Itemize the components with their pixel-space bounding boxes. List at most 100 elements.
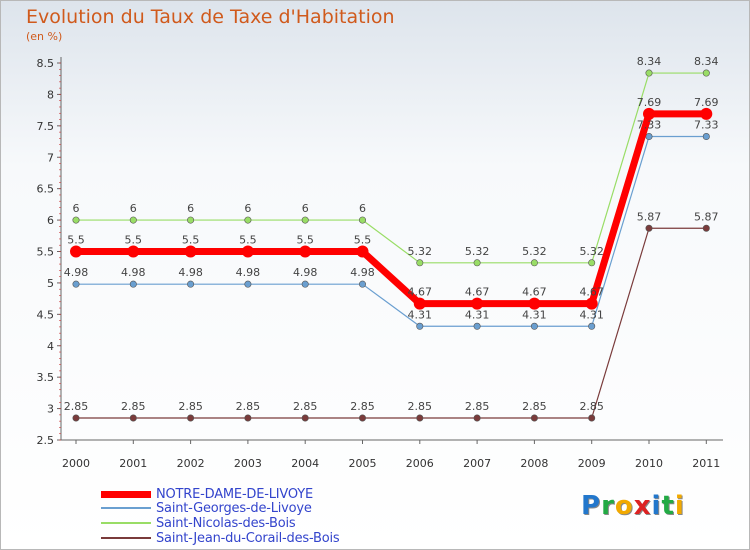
- data-label: 7.69: [637, 96, 662, 109]
- data-label: 5.5: [182, 234, 200, 247]
- series-line-1: [76, 135, 707, 327]
- data-label: 4.98: [236, 266, 261, 279]
- data-point: [301, 216, 309, 224]
- data-point: [588, 414, 596, 422]
- legend-item-saint-jean-du-corail-des-bois: Saint-Jean-du-Corail-des-Bois: [101, 530, 340, 546]
- chart-title: Evolution du Taux de Taxe d'Habitation: [26, 6, 395, 28]
- logo-letter: P: [581, 491, 602, 521]
- data-label: 2.85: [408, 400, 433, 413]
- data-label: 5.32: [465, 245, 490, 258]
- data-point: [244, 280, 252, 288]
- logo-letter: i: [674, 491, 685, 521]
- data-label: 4.31: [408, 308, 433, 321]
- data-point: [70, 245, 82, 258]
- data-point: [473, 414, 481, 422]
- logo-letter: o: [614, 491, 634, 521]
- data-point: [72, 216, 80, 224]
- y-tick-label: 8.5: [37, 57, 55, 70]
- data-point: [530, 322, 538, 330]
- data-label: 2.85: [64, 400, 89, 413]
- data-point: [244, 414, 252, 422]
- data-point: [585, 297, 598, 310]
- data-point: [184, 245, 197, 258]
- y-tick-label: 4.5: [37, 308, 55, 321]
- data-label: 5.87: [637, 210, 662, 223]
- data-point: [645, 224, 653, 232]
- y-tick-label: 8: [47, 88, 54, 101]
- data-point: [530, 259, 538, 267]
- y-tick-label: 7: [47, 151, 54, 164]
- x-tick-label: 2004: [291, 457, 319, 470]
- data-point: [187, 280, 195, 288]
- data-label: 7.33: [694, 119, 719, 132]
- data-point: [127, 245, 140, 258]
- data-point: [129, 216, 137, 224]
- x-tick-label: 2005: [349, 457, 377, 470]
- data-label: 4.31: [465, 308, 490, 321]
- data-label: 2.85: [350, 400, 375, 413]
- data-point: [702, 133, 710, 141]
- data-label: 6: [187, 202, 194, 215]
- data-point: [416, 414, 424, 422]
- data-label: 4.98: [178, 266, 203, 279]
- data-label: 6: [244, 202, 251, 215]
- data-label: 4.31: [522, 308, 547, 321]
- data-label: 2.85: [178, 400, 203, 413]
- x-tick-label: 2011: [692, 457, 720, 470]
- data-point: [643, 107, 655, 120]
- y-tick-label: 3: [47, 403, 54, 416]
- legend-item-saint-georges-de-livoye: Saint-Georges-de-Livoye: [101, 500, 312, 516]
- x-tick-label: 2008: [520, 457, 548, 470]
- y-tick-label: 7.5: [37, 120, 55, 133]
- data-label: 6: [130, 202, 137, 215]
- logo-letter: r: [601, 491, 615, 521]
- data-label: 7.33: [637, 119, 662, 132]
- data-point: [645, 69, 653, 77]
- data-point: [416, 322, 424, 330]
- data-label: 4.98: [350, 266, 375, 279]
- data-point: [72, 414, 80, 422]
- y-tick-label: 6.5: [37, 183, 55, 196]
- y-tick-label: 5: [47, 277, 54, 290]
- data-label: 8.34: [637, 55, 662, 68]
- data-point: [187, 216, 195, 224]
- data-point: [413, 297, 426, 310]
- data-point: [702, 224, 710, 232]
- logo-letter: t: [661, 491, 675, 521]
- data-label: 5.5: [239, 234, 257, 247]
- data-label: 4.98: [121, 266, 146, 279]
- legend-swatch: [101, 537, 151, 539]
- data-label: 6: [359, 202, 366, 215]
- data-point: [588, 259, 596, 267]
- legend-label: Saint-Georges-de-Livoye: [156, 500, 312, 516]
- data-point: [700, 107, 713, 120]
- data-label: 5.5: [296, 234, 314, 247]
- x-tick-label: 2010: [635, 457, 663, 470]
- logo-letter: x: [633, 491, 652, 521]
- x-tick-label: 2002: [177, 457, 205, 470]
- x-tick-label: 2000: [62, 457, 90, 470]
- proxiti-logo: Proxiti: [581, 491, 685, 521]
- data-point: [301, 280, 309, 288]
- data-label: 2.85: [522, 400, 547, 413]
- data-point: [129, 414, 137, 422]
- data-point: [244, 216, 252, 224]
- data-label: 5.32: [408, 245, 433, 258]
- legend-swatch: [101, 522, 151, 524]
- data-label: 4.67: [465, 286, 490, 299]
- x-tick-label: 2001: [119, 457, 147, 470]
- data-point: [702, 69, 710, 77]
- data-point: [358, 280, 366, 288]
- data-point: [299, 245, 312, 258]
- x-tick-label: 2006: [406, 457, 434, 470]
- legend-item-saint-nicolas-des-bois: Saint-Nicolas-des-Bois: [101, 515, 296, 531]
- data-point: [416, 259, 424, 267]
- data-label: 5.32: [522, 245, 547, 258]
- data-label: 5.5: [67, 234, 85, 247]
- data-label: 2.85: [579, 400, 604, 413]
- data-point: [471, 297, 484, 310]
- data-point: [473, 259, 481, 267]
- x-tick-label: 2007: [463, 457, 491, 470]
- data-label: 5.87: [694, 210, 719, 223]
